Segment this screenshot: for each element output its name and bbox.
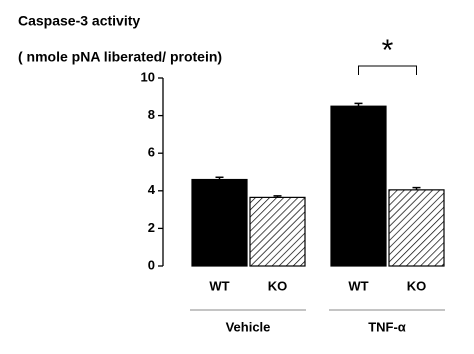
y-tick-label: 10 (141, 69, 155, 84)
y-tick-label: 6 (148, 145, 155, 160)
bar (388, 189, 445, 267)
y-tick-label: 4 (148, 182, 156, 197)
x-tick-label: KO (268, 278, 288, 293)
group-label: Vehicle (226, 319, 271, 334)
significance-label: * (382, 34, 394, 67)
bar (330, 105, 387, 267)
bar (249, 196, 306, 267)
significance-bracket (358, 65, 417, 75)
y-tick-label: 0 (148, 257, 155, 272)
x-tick-label: KO (407, 278, 427, 293)
group-label: TNF-α (368, 319, 406, 334)
y-tick-label: 8 (148, 107, 155, 122)
chart-subtitle: ( nmole pNA liberated/ protein) (18, 49, 222, 65)
bar (191, 178, 248, 267)
y-tick-label: 2 (148, 220, 155, 235)
x-tick-label: WT (348, 278, 368, 293)
x-tick-label: WT (209, 278, 229, 293)
chart-title: Caspase-3 activity (18, 13, 140, 29)
